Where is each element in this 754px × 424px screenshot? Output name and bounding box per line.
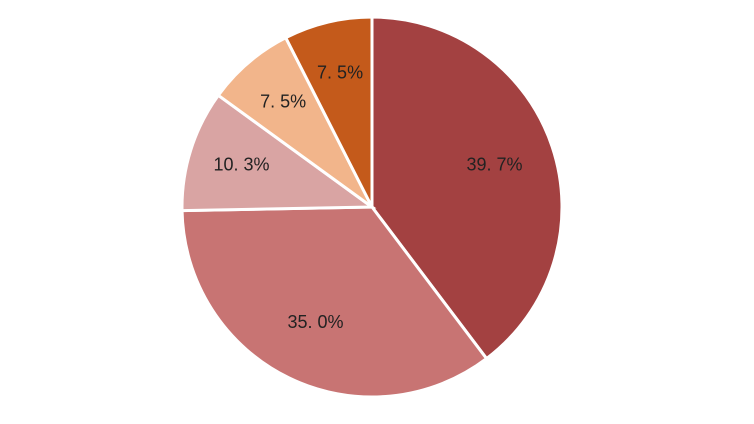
pie-slice <box>370 15 564 361</box>
pie-slice <box>180 93 377 213</box>
data-label: 10. 3% <box>213 155 269 175</box>
data-label: 35. 0% <box>288 312 344 332</box>
data-label: 39. 7% <box>466 155 522 175</box>
pie-slice <box>180 205 489 399</box>
pie-slice <box>283 15 374 208</box>
data-label: 7. 5% <box>260 92 306 112</box>
data-label: 7. 5% <box>317 63 363 83</box>
